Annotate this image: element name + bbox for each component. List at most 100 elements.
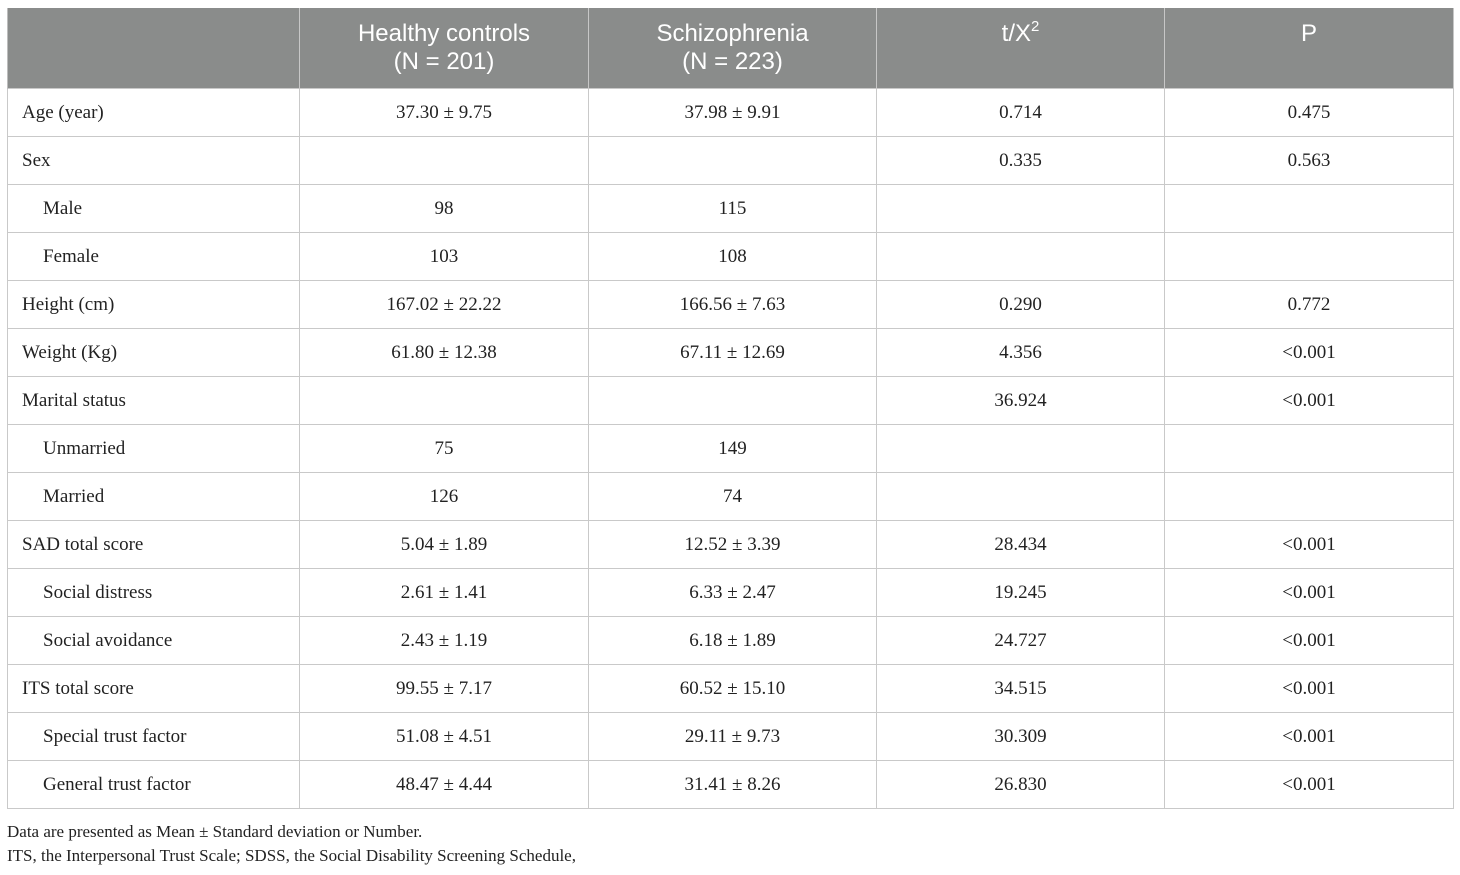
p-value-cell: <0.001 — [1164, 664, 1454, 713]
test-statistic-cell: 0.290 — [876, 280, 1165, 329]
p-value-cell — [1164, 232, 1454, 281]
healthy-controls-cell: 75 — [299, 424, 589, 473]
row-label-cell: Sex — [7, 136, 300, 185]
schizophrenia-cell: 166.56 ± 7.63 — [588, 280, 877, 329]
schizophrenia-cell: 74 — [588, 472, 877, 521]
schizophrenia-cell: 60.52 ± 15.10 — [588, 664, 877, 713]
header-test-statistic: t/X2 — [876, 8, 1165, 89]
schizophrenia-cell: 29.11 ± 9.73 — [588, 712, 877, 761]
test-statistic-cell: 4.356 — [876, 328, 1165, 377]
test-statistic-cell: 28.434 — [876, 520, 1165, 569]
schizophrenia-cell: 31.41 ± 8.26 — [588, 760, 877, 809]
row-label-cell: Weight (Kg) — [7, 328, 300, 377]
p-value-cell: <0.001 — [1164, 760, 1454, 809]
table-row: SAD total score 5.04 ± 1.89 12.52 ± 3.39 28… — [7, 520, 1454, 569]
header-p-value-label: P — [1300, 20, 1317, 47]
row-label-cell: Female — [7, 232, 300, 281]
test-statistic-cell — [876, 424, 1165, 473]
table-row: Sex 0.335 0.563 — [7, 136, 1454, 185]
schizophrenia-cell: 6.33 ± 2.47 — [588, 568, 877, 617]
healthy-controls-cell: 99.55 ± 7.17 — [299, 664, 589, 713]
footnote-abbreviations: ITS, the Interpersonal Trust Scale; SDSS… — [7, 846, 576, 865]
test-statistic-cell — [876, 232, 1165, 281]
table-row: Female 103 108 — [7, 232, 1454, 281]
p-value-cell: 0.475 — [1164, 88, 1454, 137]
schizophrenia-cell — [588, 376, 877, 425]
test-statistic-cell: 0.714 — [876, 88, 1165, 137]
healthy-controls-cell: 2.43 ± 1.19 — [299, 616, 589, 665]
test-statistic-cell: 34.515 — [876, 664, 1165, 713]
header-schizophrenia-name: Schizophrenia — [656, 20, 809, 47]
row-label-cell: ITS total score — [7, 664, 300, 713]
row-label-cell: Unmarried — [7, 424, 300, 473]
healthy-controls-cell: 103 — [299, 232, 589, 281]
healthy-controls-cell: 126 — [299, 472, 589, 521]
row-label-cell: Social avoidance — [7, 616, 300, 665]
test-statistic-cell — [876, 472, 1165, 521]
test-statistic-cell — [876, 184, 1165, 233]
test-statistic-cell: 36.924 — [876, 376, 1165, 425]
header-healthy-controls-n: (N = 201) — [393, 48, 495, 75]
schizophrenia-cell: 115 — [588, 184, 877, 233]
healthy-controls-cell: 48.47 ± 4.44 — [299, 760, 589, 809]
row-label-cell: SAD total score — [7, 520, 300, 569]
table-row: Social avoidance 2.43 ± 1.19 6.18 ± 1.89 24… — [7, 616, 1454, 665]
table-footnotes: Data are presented as Mean ± Standard de… — [7, 820, 576, 868]
p-value-cell — [1164, 472, 1454, 521]
healthy-controls-cell: 98 — [299, 184, 589, 233]
p-value-cell: <0.001 — [1164, 616, 1454, 665]
test-statistic-cell: 24.727 — [876, 616, 1165, 665]
test-statistic-cell: 19.245 — [876, 568, 1165, 617]
header-schizophrenia-n: (N = 223) — [682, 48, 783, 75]
header-row: Healthy controls (N = 201) Schizophrenia… — [7, 8, 1454, 89]
healthy-controls-cell — [299, 376, 589, 425]
header-test-statistic-superscript: 2 — [1031, 18, 1040, 35]
healthy-controls-cell: 2.61 ± 1.41 — [299, 568, 589, 617]
schizophrenia-cell: 12.52 ± 3.39 — [588, 520, 877, 569]
table-row: Marital status 36.924 <0.001 — [7, 376, 1454, 425]
p-value-cell: 0.772 — [1164, 280, 1454, 329]
table-row: Male 98 115 — [7, 184, 1454, 233]
schizophrenia-cell: 108 — [588, 232, 877, 281]
p-value-cell: <0.001 — [1164, 520, 1454, 569]
table-header: Healthy controls (N = 201) Schizophrenia… — [7, 8, 1454, 89]
p-value-cell — [1164, 424, 1454, 473]
row-label-cell: Married — [7, 472, 300, 521]
healthy-controls-cell: 61.80 ± 12.38 — [299, 328, 589, 377]
healthy-controls-cell: 37.30 ± 9.75 — [299, 88, 589, 137]
row-label-cell: Height (cm) — [7, 280, 300, 329]
row-label-cell: Age (year) — [7, 88, 300, 137]
schizophrenia-cell: 6.18 ± 1.89 — [588, 616, 877, 665]
p-value-cell: <0.001 — [1164, 568, 1454, 617]
header-variable — [7, 8, 300, 89]
healthy-controls-cell: 167.02 ± 22.22 — [299, 280, 589, 329]
table-body: Age (year) 37.30 ± 9.75 37.98 ± 9.91 0.714 0… — [7, 88, 1454, 809]
header-healthy-controls-name: Healthy controls — [357, 20, 531, 47]
header-schizophrenia: Schizophrenia (N = 223) — [588, 8, 877, 89]
header-p-value: P — [1164, 8, 1454, 89]
healthy-controls-cell — [299, 136, 589, 185]
p-value-cell: <0.001 — [1164, 376, 1454, 425]
row-label-cell: Male — [7, 184, 300, 233]
schizophrenia-cell: 37.98 ± 9.91 — [588, 88, 877, 137]
p-value-cell — [1164, 184, 1454, 233]
row-label-cell: Marital status — [7, 376, 300, 425]
table-row: ITS total score 99.55 ± 7.17 60.52 ± 15.10… — [7, 664, 1454, 713]
schizophrenia-cell: 67.11 ± 12.69 — [588, 328, 877, 377]
table-row: Weight (Kg) 61.80 ± 12.38 67.11 ± 12.69 4.3… — [7, 328, 1454, 377]
schizophrenia-cell: 149 — [588, 424, 877, 473]
header-healthy-controls: Healthy controls (N = 201) — [299, 8, 589, 89]
row-label-cell: Special trust factor — [7, 712, 300, 761]
healthy-controls-cell: 51.08 ± 4.51 — [299, 712, 589, 761]
test-statistic-cell: 0.335 — [876, 136, 1165, 185]
table-row: Social distress 2.61 ± 1.41 6.33 ± 2.47 19.… — [7, 568, 1454, 617]
p-value-cell: <0.001 — [1164, 328, 1454, 377]
table-row: Height (cm) 167.02 ± 22.22 166.56 ± 7.63 0.… — [7, 280, 1454, 329]
table-row: Unmarried 75 149 — [7, 424, 1454, 473]
p-value-cell: 0.563 — [1164, 136, 1454, 185]
healthy-controls-cell: 5.04 ± 1.89 — [299, 520, 589, 569]
row-label-cell: Social distress — [7, 568, 300, 617]
table-row: General trust factor 48.47 ± 4.44 31.41 ± … — [7, 760, 1454, 809]
table-row: Married 126 74 — [7, 472, 1454, 521]
demographics-table-container: Healthy controls (N = 201) Schizophrenia… — [7, 8, 1454, 809]
